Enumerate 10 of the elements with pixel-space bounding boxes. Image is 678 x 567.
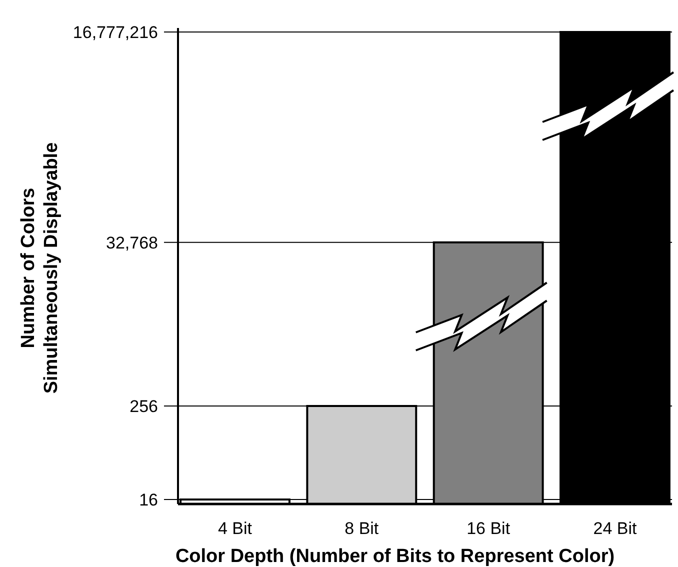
y-tick-label: 16 (139, 490, 158, 510)
x-tick-label: 4 Bit (218, 519, 252, 538)
y-tick-label: 256 (130, 396, 158, 416)
x-tick-label: 8 Bit (344, 519, 379, 538)
y-axis-title: Number of Colors Simultaneously Displayable (18, 142, 62, 394)
y-tick-label: 16,777,216 (72, 22, 158, 42)
x-axis-title: Color Depth (Number of Bits to Represent Color) (175, 546, 615, 567)
y-tick-label: 32,768 (106, 233, 158, 252)
x-tick-label: 24 Bit (593, 519, 638, 538)
x-tick-label: 16 Bit (466, 519, 510, 538)
